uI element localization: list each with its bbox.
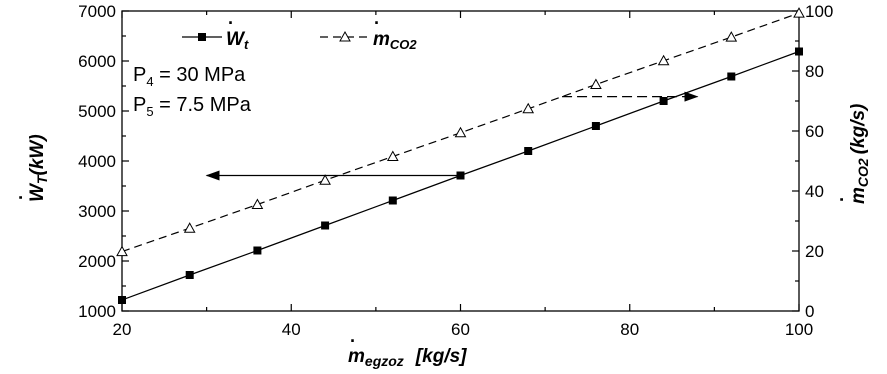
series-1-point	[386, 150, 399, 161]
y-left-sub: T	[34, 174, 50, 184]
y-right-tick-label: 80	[805, 62, 824, 81]
svg-text:·: ·	[832, 196, 852, 202]
series-0-point	[659, 97, 668, 105]
svg-text:·: ·	[350, 331, 356, 351]
y-left-unit: (kW)	[27, 134, 48, 175]
series-0-point	[185, 271, 194, 279]
series-1-point	[454, 126, 467, 138]
x-axis-unit: [kg/s]	[415, 346, 467, 367]
series-1-point	[319, 174, 331, 185]
y-left-axis-title: WT(kW) ·	[11, 134, 50, 202]
y-right-axis-title: mCO2 (kg/s) ·	[832, 104, 871, 204]
x-tick-label: 60	[451, 320, 470, 339]
arrow-group	[205, 91, 699, 181]
axes: 20 40 60 80 100 1000 2000 3000 4000 5000 6000 7000 0…	[78, 2, 833, 339]
y-right-tick-label: 20	[805, 242, 824, 261]
legend-dot-wt: ·	[228, 13, 234, 33]
series-1-point	[183, 222, 196, 233]
series-1-point	[725, 31, 738, 42]
series-1-point	[590, 78, 602, 89]
series-0-point	[524, 147, 533, 155]
x-axis-sub: egzoz	[365, 353, 404, 369]
annotation-p4: P4 = 30 MPa	[133, 64, 246, 89]
x-tick-label: 80	[620, 320, 639, 339]
series-0-point	[253, 246, 262, 255]
y-left-tick-label: 2000	[78, 252, 116, 271]
legend: Wt · mCO2 ·	[182, 13, 417, 52]
svg-text:·: ·	[11, 194, 31, 200]
x-axis-title: megzoz [kg/s] ·	[348, 331, 467, 369]
y-left-symbol: W	[27, 182, 48, 202]
x-tick-label: 20	[113, 320, 132, 339]
series-0-point	[118, 296, 126, 304]
x-tick-label: 40	[282, 320, 301, 339]
y-left-tick-label: 5000	[78, 102, 116, 121]
legend-marker-wt	[198, 33, 206, 41]
series-0-point	[795, 47, 803, 56]
series-1-point	[522, 102, 535, 114]
y-left-tick-label: 7000	[78, 2, 116, 21]
series-1-point	[657, 54, 670, 66]
series-1-point	[251, 198, 264, 209]
y-right-tick-label: 60	[805, 122, 824, 141]
series-group	[116, 7, 805, 304]
legend-label-mco2: mCO2	[373, 29, 417, 52]
series-0-point	[591, 122, 600, 130]
x-axis-symbol: m	[348, 346, 365, 367]
series-0-point	[321, 221, 330, 230]
x-tick-label: 100	[785, 320, 813, 339]
legend-marker-mco2	[339, 30, 351, 42]
legend-dot-mco2: ·	[374, 13, 380, 33]
series-1-point	[793, 7, 805, 18]
y-left-tick-label: 3000	[78, 202, 116, 221]
y-right-tick-label: 0	[805, 302, 814, 321]
svg-text:mCO2(kg/s): mCO2 (kg/s)	[848, 104, 871, 204]
series-1-point	[116, 245, 128, 257]
y-right-symbol: m	[848, 187, 869, 204]
series-0-point	[727, 72, 736, 81]
y-left-tick-label: 1000	[78, 302, 116, 321]
legend-label-wt: Wt	[226, 29, 249, 52]
y-left-tick-label: 6000	[78, 52, 116, 71]
svg-text:WT(kW): WT(kW)	[27, 134, 50, 202]
plot-frame	[121, 10, 800, 312]
y-left-tick-label: 4000	[78, 152, 116, 171]
annotation-p5: P5 = 7.5 MPa	[133, 94, 252, 119]
y-right-tick-label: 40	[805, 182, 824, 201]
y-right-sub: CO2	[855, 158, 871, 187]
y-right-tick-label: 100	[805, 2, 833, 21]
y-right-unit: (kg/s)	[848, 104, 869, 155]
series-0-point	[388, 196, 397, 205]
svg-text:megzoz[kg/s]: megzoz [kg/s]	[348, 346, 467, 369]
